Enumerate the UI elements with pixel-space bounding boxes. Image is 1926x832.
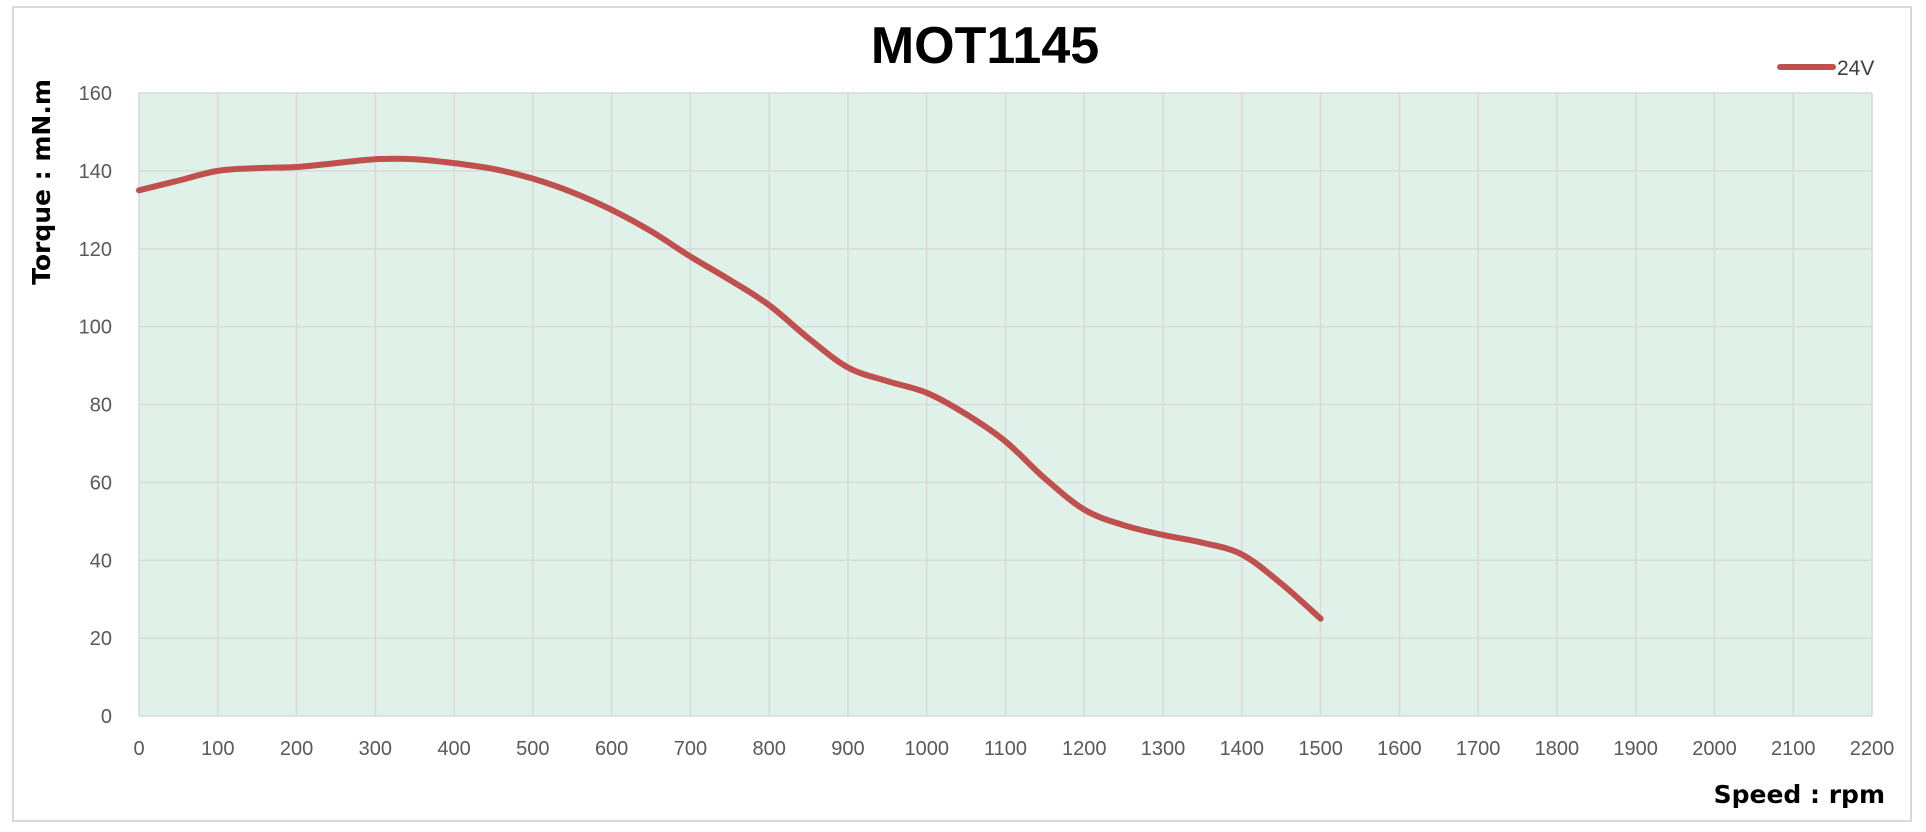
x-tick-label: 1000 — [904, 738, 949, 760]
x-tick-label: 500 — [516, 738, 549, 760]
x-tick-label: 1500 — [1298, 738, 1343, 760]
axis-ticks: 0 100 200 300 400 500 600 700 800 900 1000 1100 1200… — [79, 83, 1895, 760]
y-axis-title: Torque : mN.m — [27, 79, 56, 285]
x-tick-label: 1800 — [1535, 738, 1580, 760]
y-tick-label: 40 — [90, 550, 112, 572]
x-tick-label: 2100 — [1771, 738, 1816, 760]
x-tick-label: 800 — [752, 738, 785, 760]
series-layer — [136, 155, 1324, 622]
x-axis-title: Speed : rpm — [1714, 780, 1885, 809]
x-tick-label: 200 — [280, 738, 313, 760]
y-tick-label: 120 — [79, 239, 112, 261]
x-tick-label: 1600 — [1377, 738, 1422, 760]
x-tick-label: 1900 — [1613, 738, 1658, 760]
legend-label: 24V — [1837, 57, 1874, 80]
y-tick-label: 140 — [79, 161, 112, 183]
x-tick-label: 700 — [674, 738, 707, 760]
y-tick-label: 60 — [90, 472, 112, 494]
chart-title: MOT1145 — [871, 17, 1099, 75]
x-tick-label: 100 — [201, 738, 234, 760]
gridlines — [138, 92, 1873, 717]
y-tick-label: 80 — [90, 395, 112, 417]
x-tick-label: 900 — [831, 738, 864, 760]
x-tick-label: 1100 — [984, 738, 1027, 760]
x-tick-label: 1700 — [1456, 738, 1501, 760]
x-tick-label: 400 — [437, 738, 470, 760]
x-tick-label: 600 — [595, 738, 628, 760]
x-tick-label: 2000 — [1692, 738, 1737, 760]
x-tick-label: 1400 — [1220, 738, 1265, 760]
y-tick-label: 20 — [90, 628, 112, 650]
x-tick-label: 1300 — [1141, 738, 1186, 760]
x-tick-label: 1200 — [1062, 738, 1107, 760]
series-line-0 — [136, 155, 1324, 622]
x-tick-label: 0 — [133, 738, 144, 760]
y-tick-label: 0 — [101, 706, 112, 728]
y-tick-label: 160 — [79, 83, 112, 105]
legend: 24V — [1777, 57, 1874, 80]
y-tick-label: 100 — [79, 317, 112, 339]
x-tick-label: 2200 — [1850, 738, 1895, 760]
x-tick-label: 300 — [359, 738, 392, 760]
